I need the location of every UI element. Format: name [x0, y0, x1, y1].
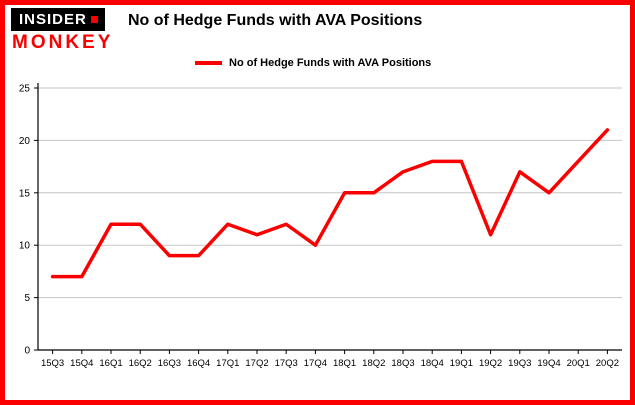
legend-label: No of Hedge Funds with AVA Positions — [229, 57, 432, 69]
x-tick-label: 17Q3 — [275, 358, 298, 369]
x-tick-label: 19Q3 — [508, 358, 531, 369]
y-tick-label: 20 — [19, 136, 31, 147]
x-tick-label: 16Q2 — [129, 358, 152, 369]
logo-monkey-label: MONKEY — [12, 32, 114, 53]
x-tick-label: 17Q4 — [304, 358, 327, 369]
x-tick-label: 15Q4 — [70, 358, 93, 369]
x-tick-label: 19Q1 — [450, 358, 473, 369]
x-tick-label: 17Q2 — [245, 358, 268, 369]
x-tick-label: 19Q2 — [479, 358, 502, 369]
legend-line-swatch — [195, 61, 222, 65]
y-tick-label: 0 — [24, 346, 30, 357]
y-tick-label: 25 — [19, 84, 31, 95]
page-title: No of Hedge Funds with AVA Positions — [128, 12, 423, 29]
x-tick-label: 18Q4 — [421, 358, 444, 369]
x-tick-label: 20Q1 — [567, 358, 590, 369]
y-tick-label: 10 — [19, 241, 31, 252]
x-tick-label: 15Q3 — [41, 358, 64, 369]
x-tick-label: 18Q2 — [362, 358, 385, 369]
x-tick-label: 18Q3 — [391, 358, 414, 369]
x-tick-label: 18Q1 — [333, 358, 356, 369]
x-tick-label: 16Q4 — [187, 358, 210, 369]
x-tick-label: 16Q3 — [158, 358, 181, 369]
x-tick-label: 17Q1 — [216, 358, 239, 369]
x-tick-label: 16Q1 — [99, 358, 122, 369]
logo-insider-text: INSIDER — [11, 8, 105, 31]
chart-legend: No of Hedge Funds with AVA Positions — [195, 57, 431, 69]
logo-red-square-icon — [90, 16, 98, 23]
y-tick-label: 5 — [24, 293, 30, 304]
y-tick-label: 15 — [19, 188, 31, 199]
x-tick-label: 20Q2 — [596, 358, 619, 369]
logo-insider-label: INSIDER — [19, 11, 87, 28]
x-tick-label: 19Q4 — [537, 358, 560, 369]
insider-monkey-logo: INSIDER MONKEY — [11, 8, 121, 54]
hedge-funds-series-line — [50, 128, 610, 279]
line-chart-svg: 0 5 10 15 20 25 15Q3 15Q4 16Q1 16Q2 16Q3 16Q4 17Q1 17… — [19, 83, 622, 369]
